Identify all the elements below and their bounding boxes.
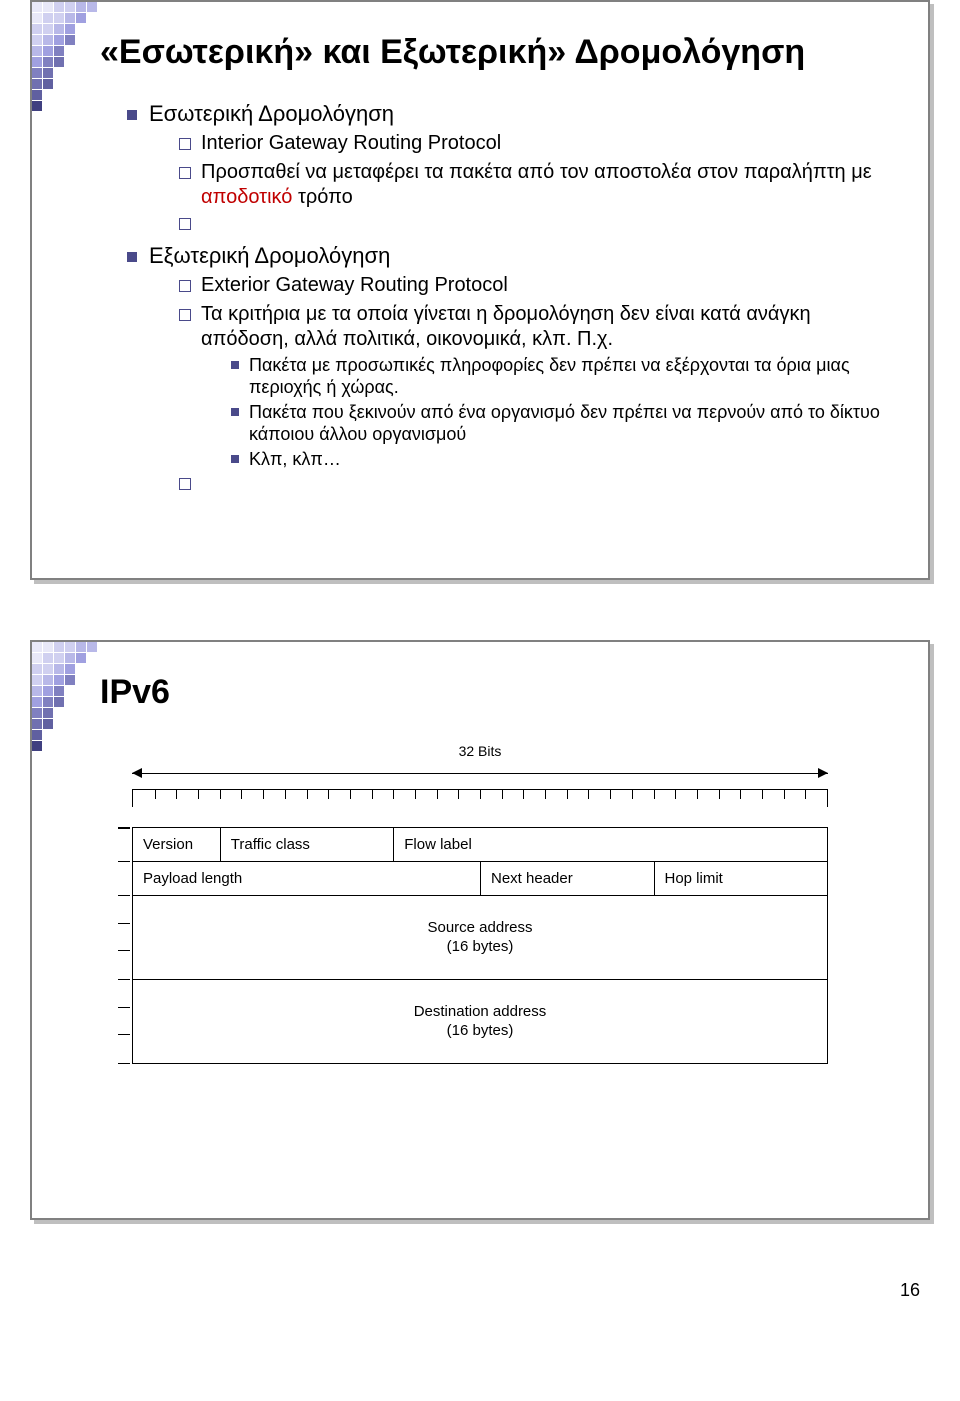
header-destination-address: Destination address(16 bytes) (133, 980, 827, 1063)
bit-ruler (132, 789, 828, 807)
sub-efficient: Προσπαθεί να μεταφέρει τα πακέτα από τον… (179, 160, 888, 210)
ipv6-header-diagram: 32 Bits VersionTraffic classFlow labelPa… (132, 743, 828, 1064)
sub-egp: Exterior Gateway Routing Protocol (179, 273, 888, 298)
bullet-list: Εσωτερική Δρομολόγηση Interior Gateway R… (127, 101, 888, 500)
header-field: Version (133, 828, 220, 861)
header-field: Payload length (133, 862, 480, 895)
slide-ipv6: IPv6 32 Bits VersionTraffic classFlow la… (30, 640, 930, 1220)
bullet-external: Εξωτερική Δρομολόγηση Exterior Gateway R… (127, 243, 888, 500)
bits-label: 32 Bits (132, 743, 828, 759)
header-source-address: Source address(16 bytes) (133, 896, 827, 979)
header-field: Hop limit (654, 862, 828, 895)
slide-title-1: «Εσωτερική» και Εξωτερική» Δρομολόγηση (100, 32, 888, 73)
sub-igp: Interior Gateway Routing Protocol (179, 131, 888, 156)
bits-arrow (132, 763, 828, 789)
dash-column (118, 827, 132, 1064)
sub3-org: Πακέτα που ξεκινούν από ένα οργανισμό δε… (231, 401, 888, 446)
header-table-wrap: VersionTraffic classFlow labelPayload le… (132, 827, 828, 1064)
header-table: VersionTraffic classFlow labelPayload le… (132, 827, 828, 1064)
sub3-etc: Κλπ, κλπ… (231, 448, 888, 471)
header-field: Next header (480, 862, 654, 895)
header-field: Flow label (393, 828, 827, 861)
slide-routing: «Εσωτερική» και Εξωτερική» Δρομολόγηση Ε… (30, 0, 930, 580)
slide-title-2: IPv6 (100, 672, 888, 713)
bullet-internal: Εσωτερική Δρομολόγηση Interior Gateway R… (127, 101, 888, 239)
sub-empty-2 (179, 474, 888, 499)
sub3-personal: Πακέτα με προσωπικές πληροφορίες δεν πρέ… (231, 354, 888, 399)
sub-criteria: Τα κριτήρια με τα οποία γίνεται η δρομολ… (179, 302, 888, 471)
sub-empty-1 (179, 214, 888, 239)
page-number: 16 (30, 1280, 930, 1301)
header-field: Traffic class (220, 828, 394, 861)
